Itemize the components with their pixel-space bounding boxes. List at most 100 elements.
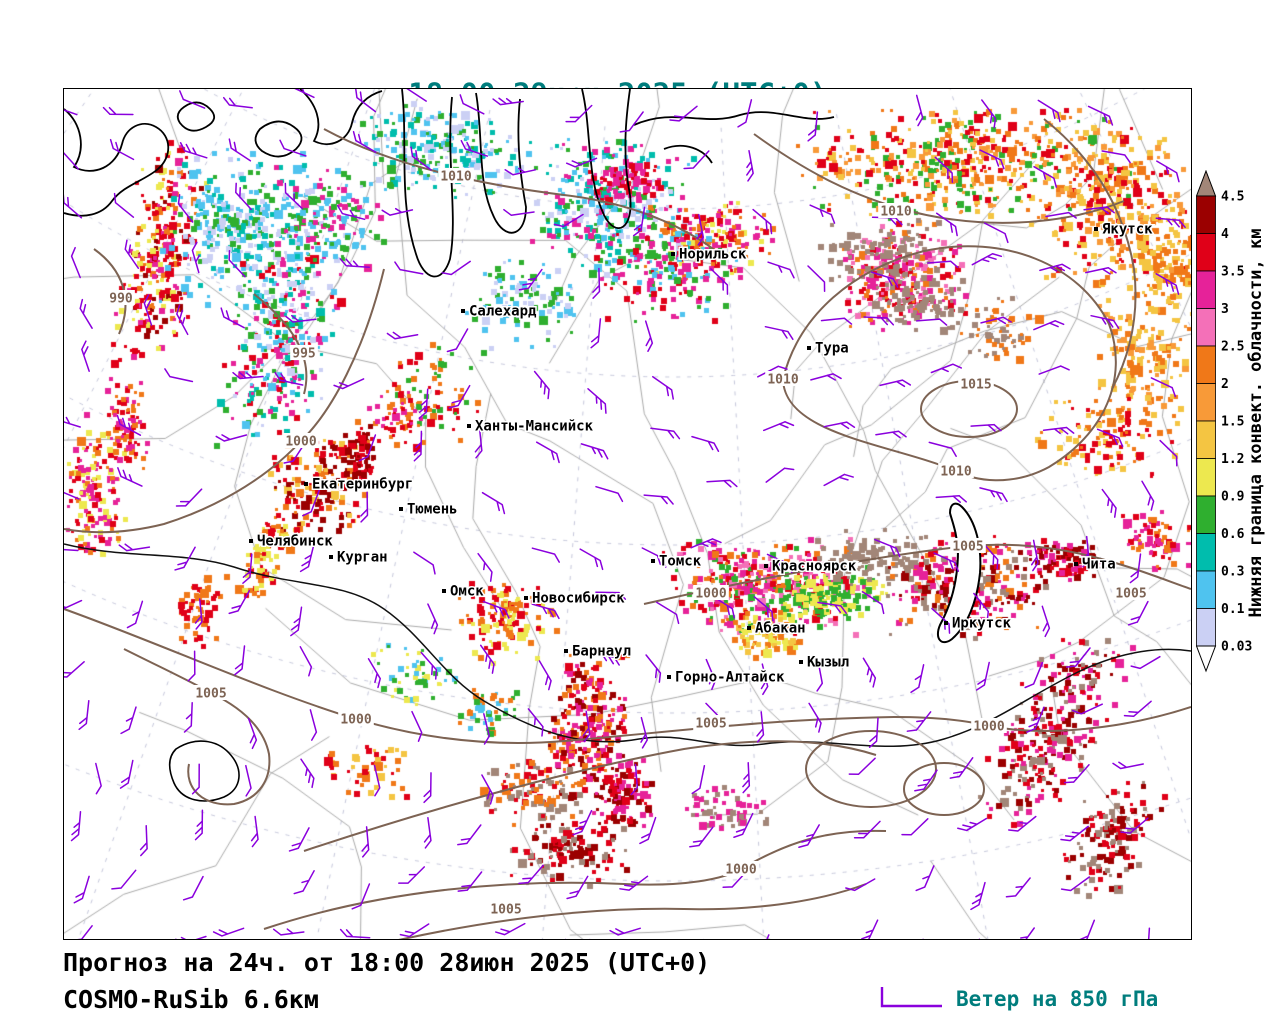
svg-text:1010: 1010 [440,170,471,185]
wind-barb-icon [352,130,377,153]
state-border-path [64,543,1191,748]
city-label: Челябинск [257,534,333,550]
wind-barb-icon [220,307,245,329]
city-marker: Норильск [671,245,749,264]
wind-barb-icon [247,717,258,750]
city-marker: Абакан [747,619,807,638]
wind-barb-icon [124,239,140,269]
wind-barb-icon [1045,211,1077,219]
colorbar-tick-label: 3.5 [1221,265,1244,280]
map-overlay-svg: 1010 990 995 1000 1010 1010 1015 1010 1005 1000 10… [64,89,1191,939]
city-dot [442,589,446,593]
wind-barb-icon [361,826,370,858]
svg-text:1010: 1010 [880,205,911,220]
wind-barb-icon [1041,605,1051,638]
wind-barb-icon [848,757,876,775]
city-label: Иркутск [952,616,1012,632]
wind-barb-icon [448,384,471,409]
wind-barb-icon [591,651,620,666]
wind-barb-icon [970,881,986,911]
colorbar-segment [1196,345,1216,384]
wind-barb-icon [504,167,537,176]
wind-barb-icon [798,824,820,849]
coastline-path [64,108,170,217]
svg-text:1000: 1000 [973,720,1004,735]
wind-barb-icon [113,192,135,218]
wind-barb-icon [64,192,83,219]
city-marker: Ханты-Мансийск [467,417,595,436]
wind-barb-icon [126,600,144,629]
wind-barb-icon [879,379,912,388]
wind-barb-icon [64,480,80,500]
wind-barb-group [64,89,1186,939]
colorbar-segment [1196,608,1216,647]
wind-barb-icon [1090,314,1120,329]
wind-barb-icon [64,97,78,116]
wind-barb-icon [503,208,535,216]
wind-barb-icon [73,875,90,904]
isobar-label: 1000 [693,585,729,602]
colorbar-tick-label: 0.03 [1221,640,1252,655]
wind-barb-icon [619,875,649,891]
colorbar-axis-label: Нижняя граница конвект. облачности, км [1246,228,1266,618]
wind-barb-icon [215,434,248,442]
wind-barb-icon [1010,927,1035,939]
wind-barb-icon [139,825,148,857]
forecast-caption: Прогноз на 24ч. от 18:00 28июн 2025 (UTC… [63,948,711,977]
wind-barb-icon [766,553,793,574]
wind-barb-icon [411,710,423,742]
colorbar-tick-label: 0.9 [1221,490,1244,505]
wind-barb-icon [1033,165,1058,188]
wind-barb-icon [398,866,426,884]
colorbar-tick-label: 1.2 [1221,452,1244,467]
colorbar-svg: 4.5 4 3.5 3 2.5 2 1.5 1.2 0.9 0.6 0.3 0.1 0.03 [1195,169,1252,673]
wind-barb-icon [1155,217,1186,229]
wind-barb-icon [1042,426,1075,435]
city-dot [1074,562,1078,566]
wind-barb-icon [191,241,200,274]
wind-barb-icon [609,927,641,936]
wind-barb-icon [336,204,366,221]
wind-barb-icon [1150,377,1177,398]
wind-barb-icon [553,213,584,228]
wind-barb-icon [683,150,710,170]
wind-barb-icon [441,260,471,276]
isobar-path [64,608,1191,744]
city-label: Барнаул [572,644,631,660]
colorbar-segment [1196,570,1216,609]
wind-barb-icon [293,870,315,895]
wind-barb-icon [70,810,82,842]
colorbar-segment [1196,495,1216,534]
wind-barb-icon [906,711,932,732]
wind-barb-icon [1096,428,1124,448]
isobar-label: 1015 [958,376,994,393]
wind-barb-icon [457,871,483,892]
wind-barb-icon [194,598,203,630]
wind-barb-icon [1127,600,1149,626]
wind-barb-icon [182,875,204,901]
wind-barb-icon [404,89,427,102]
isobar-label: 1000 [283,433,319,450]
wind-barb-icon [823,473,854,487]
wind-barb-icon [979,149,1005,170]
wind-barb-icon [880,987,942,1008]
city-marker: Барнаул [564,642,633,661]
wind-barb-icon [427,603,439,635]
svg-text:995: 995 [292,347,315,362]
wind-barb-icon [111,869,137,890]
wind-barb-icon [413,430,423,462]
wind-barb-icon [863,316,895,326]
wind-barb-icon [1159,439,1178,467]
city-dot [807,346,811,350]
city-dot [799,660,803,664]
isobar-label: 990 [107,290,135,307]
wind-barb-icon [582,710,591,743]
wind-barb-icon [1101,488,1117,518]
city-dot [667,675,671,679]
wind-barb-icon [983,222,1009,244]
isobar-path [253,293,308,395]
wind-barb-icon [95,762,102,795]
wind-barb-icon [630,763,639,796]
wind-barb-icon [656,601,680,625]
coastline-path [633,111,835,126]
